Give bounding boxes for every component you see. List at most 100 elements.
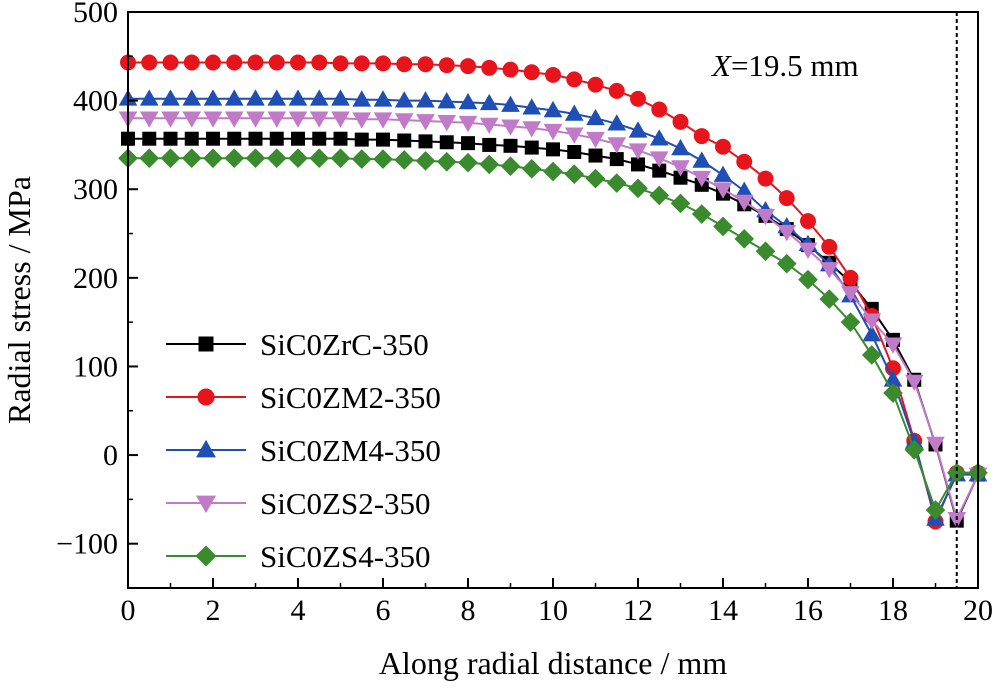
plot-marks — [118, 54, 988, 530]
data-point-diamond — [139, 148, 160, 169]
data-point-triangle-down — [246, 111, 265, 128]
y-tick-label: −100 — [56, 528, 118, 561]
data-point-triangle-up — [394, 91, 414, 108]
data-point-circle — [736, 153, 753, 170]
legend-label: SiC0ZrC-350 — [260, 327, 429, 362]
data-point-triangle-down — [522, 121, 542, 138]
data-point-diamond — [883, 383, 903, 403]
data-point-diamond — [266, 148, 287, 169]
data-point-triangle-up — [182, 89, 202, 106]
x-axis-title: Along radial distance / mm — [379, 645, 727, 681]
data-point-diamond — [436, 151, 457, 172]
data-point-circle — [715, 138, 731, 155]
data-point-triangle-down — [543, 123, 563, 141]
data-point-diamond — [713, 216, 733, 237]
data-point-square — [198, 336, 214, 352]
y-tick-label: 200 — [73, 262, 118, 295]
x-tick-label: 4 — [291, 594, 306, 627]
data-point-diamond — [776, 253, 797, 274]
data-point-square — [142, 131, 157, 146]
data-point-circle — [290, 54, 306, 71]
data-point-triangle-up — [246, 89, 265, 106]
data-point-square — [163, 131, 178, 146]
legend-label: SiC0ZS2-350 — [260, 486, 431, 521]
data-point-diamond — [649, 185, 670, 206]
data-point-circle — [226, 54, 243, 71]
data-point-circle — [396, 56, 413, 73]
legend: SiC0ZrC-350 SiC0ZM2-350 SiC0ZM4-350 SiC0ZS2… — [166, 327, 441, 574]
data-point-circle — [630, 90, 646, 107]
data-point-circle — [268, 54, 285, 71]
data-point-diamond — [521, 159, 542, 179]
data-point-circle — [778, 190, 795, 207]
data-point-triangle-up — [479, 93, 499, 111]
data-point-triangle-down — [819, 262, 839, 279]
data-point-diamond — [840, 312, 861, 332]
data-point-diamond — [373, 149, 393, 169]
data-point-circle — [247, 54, 264, 71]
x-tick-label: 18 — [878, 594, 908, 627]
data-point-triangle-down — [586, 131, 605, 149]
data-point-triangle-up — [331, 89, 350, 106]
data-point-square — [376, 132, 390, 147]
legend-label: SiC0ZM2-350 — [260, 380, 441, 415]
data-point-triangle-up — [267, 89, 287, 106]
x-tick-label: 16 — [793, 594, 823, 627]
data-point-triangle-down — [394, 113, 414, 130]
data-point-square — [269, 131, 284, 146]
data-point-square — [248, 131, 263, 146]
data-point-triangle-up — [862, 325, 882, 342]
data-point-square — [291, 131, 305, 146]
data-point-triangle-down — [671, 160, 690, 177]
series-SiC0ZS4-350 — [118, 148, 988, 520]
data-point-triangle-down — [458, 115, 478, 133]
data-point-circle — [141, 54, 158, 71]
data-point-triangle-up — [607, 114, 627, 131]
data-point-triangle-down — [628, 143, 648, 160]
data-point-circle — [197, 388, 215, 406]
data-point-square — [333, 131, 348, 146]
data-point-triangle-down — [713, 182, 733, 199]
data-point-triangle-up — [203, 89, 223, 106]
data-point-square — [631, 157, 645, 172]
data-point-square — [482, 137, 497, 152]
data-point-triangle-down — [841, 286, 860, 303]
data-point-triangle-down — [479, 117, 499, 134]
legend-label: SiC0ZS4-350 — [260, 539, 431, 574]
data-point-triangle-down — [182, 111, 202, 128]
data-point-diamond — [585, 168, 606, 189]
data-point-triangle-down — [692, 170, 712, 188]
data-point-triangle-up — [373, 90, 393, 107]
data-point-square — [503, 138, 518, 153]
data-point-triangle-up — [543, 100, 563, 118]
data-point-square — [312, 131, 327, 146]
data-point-circle — [162, 54, 179, 71]
data-point-triangle-up — [139, 89, 159, 106]
data-point-triangle-down — [288, 111, 308, 128]
data-point-triangle-up — [416, 91, 435, 108]
data-point-triangle-down — [926, 436, 945, 454]
data-point-circle — [417, 56, 434, 73]
annotation-variable: X — [710, 48, 732, 83]
data-point-triangle-down — [734, 194, 754, 212]
data-point-triangle-up — [437, 92, 457, 109]
x-tick-label: 20 — [963, 594, 993, 627]
data-point-triangle-down — [904, 374, 924, 391]
data-point-circle — [693, 128, 710, 145]
data-point-triangle-down — [649, 151, 669, 168]
data-point-diamond — [330, 148, 351, 169]
data-point-diamond — [181, 148, 202, 169]
data-point-triangle-down — [224, 111, 244, 128]
data-point-circle — [523, 64, 540, 81]
data-point-diamond — [479, 154, 500, 175]
data-point-diamond — [543, 161, 563, 182]
data-point-circle — [651, 101, 668, 118]
data-point-triangle-down — [501, 119, 520, 136]
data-point-square — [461, 136, 475, 151]
data-point-square — [524, 140, 539, 155]
data-point-triangle-up — [586, 108, 605, 126]
data-point-square — [354, 132, 369, 147]
data-point-triangle-down — [373, 112, 393, 129]
data-point-circle — [332, 55, 349, 72]
data-point-diamond — [798, 269, 818, 290]
